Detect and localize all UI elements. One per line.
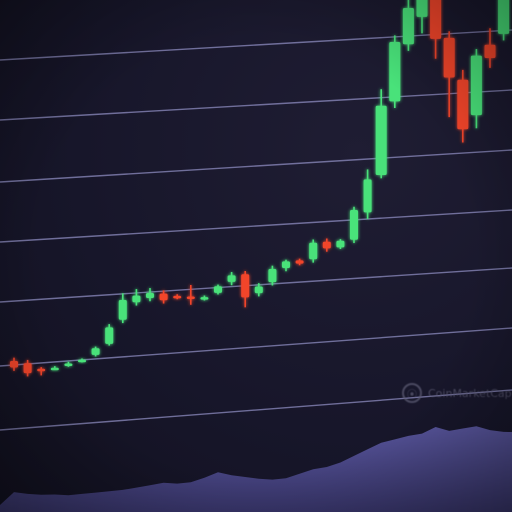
candle-up — [416, 0, 428, 34]
candle-up — [402, 0, 414, 51]
watermark-text: CoinMarketCap — [428, 386, 512, 400]
gridline — [0, 29, 512, 61]
volume-area-path — [0, 426, 512, 512]
candle-up — [254, 283, 263, 297]
candle-body — [309, 242, 318, 260]
candle-body — [498, 0, 510, 34]
gridline — [0, 149, 512, 183]
candle-up — [91, 346, 100, 357]
candle-body — [295, 260, 304, 264]
candle-down — [241, 271, 250, 308]
candle-up — [389, 35, 401, 108]
candle-body — [159, 293, 168, 301]
candle-body — [416, 0, 428, 17]
candle-body — [254, 286, 263, 294]
candle-body — [389, 41, 401, 102]
candle-body — [282, 261, 290, 268]
candle-down — [457, 69, 469, 143]
candle-up — [200, 295, 209, 301]
candle-down — [37, 367, 46, 376]
candle-up — [282, 259, 290, 272]
gridline — [0, 327, 512, 367]
candle-body — [375, 105, 387, 176]
candle-body — [50, 367, 59, 371]
candle-up — [336, 239, 345, 250]
candle-up — [146, 288, 154, 302]
candle-body — [91, 348, 100, 355]
candle-body — [105, 327, 114, 344]
watermark: ⦿ CoinMarketCap — [402, 383, 512, 403]
candle-down — [173, 294, 182, 300]
candle-up — [50, 366, 59, 371]
candle-body — [132, 295, 141, 303]
candle-down — [295, 258, 304, 266]
candle-up — [268, 265, 277, 286]
candle-body — [241, 274, 250, 298]
candle-body — [363, 179, 372, 213]
gridlines — [0, 29, 512, 431]
candle-up — [470, 49, 482, 129]
candle-body — [64, 363, 73, 366]
candle-up — [375, 89, 387, 179]
candle-body — [470, 55, 482, 116]
candle-body — [23, 363, 32, 374]
gridline — [0, 267, 512, 303]
candle-body — [484, 44, 496, 58]
candle-body — [227, 275, 236, 282]
candle-down — [186, 284, 195, 305]
candle-body — [443, 37, 455, 78]
candles — [10, 0, 510, 377]
candle-body — [146, 293, 154, 298]
candle-body — [200, 297, 209, 300]
candle-up — [78, 358, 86, 363]
candle-body — [457, 79, 469, 130]
candle-body — [322, 241, 331, 249]
candle-body — [350, 210, 358, 240]
candle-up — [132, 289, 141, 306]
candle-body — [186, 296, 195, 300]
candle-down — [484, 28, 496, 68]
candle-body — [10, 360, 18, 368]
candle-body — [430, 0, 442, 39]
candle-up — [498, 0, 510, 41]
candle-down — [443, 31, 455, 118]
candle-up — [363, 169, 372, 219]
candle-down — [10, 357, 18, 371]
candle-up — [227, 272, 236, 286]
candle-body — [402, 7, 414, 45]
candle-body — [37, 368, 46, 372]
candle-body — [336, 240, 345, 248]
candle-body — [78, 359, 86, 363]
candle-up — [309, 239, 318, 263]
candle-down — [430, 0, 442, 59]
candle-down — [23, 359, 32, 377]
candle-up — [118, 293, 127, 324]
gridline — [0, 89, 512, 121]
gridline — [0, 389, 512, 431]
candle-up — [64, 361, 73, 367]
volume-area — [0, 426, 512, 512]
candle-body — [118, 299, 127, 320]
candle-down — [159, 290, 168, 304]
coin-logo-icon: ⦿ — [402, 383, 422, 403]
candle-up — [214, 284, 222, 295]
candle-up — [105, 324, 114, 346]
candle-down — [322, 238, 331, 252]
candle-up — [350, 206, 358, 244]
candle-body — [268, 268, 277, 283]
gridline — [0, 209, 512, 243]
candle-body — [214, 286, 222, 293]
candle-body — [173, 295, 182, 299]
